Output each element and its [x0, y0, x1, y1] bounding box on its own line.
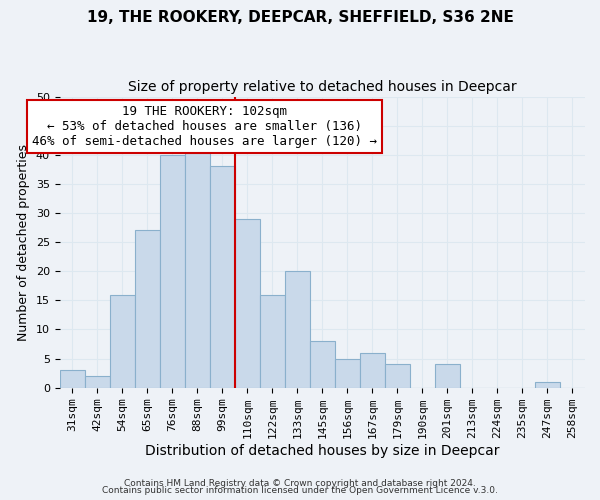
- Y-axis label: Number of detached properties: Number of detached properties: [17, 144, 30, 340]
- Text: 19, THE ROOKERY, DEEPCAR, SHEFFIELD, S36 2NE: 19, THE ROOKERY, DEEPCAR, SHEFFIELD, S36…: [86, 10, 514, 25]
- Title: Size of property relative to detached houses in Deepcar: Size of property relative to detached ho…: [128, 80, 517, 94]
- Bar: [335, 358, 360, 388]
- Bar: [260, 294, 285, 388]
- Text: Contains HM Land Registry data © Crown copyright and database right 2024.: Contains HM Land Registry data © Crown c…: [124, 478, 476, 488]
- Bar: [210, 166, 235, 388]
- Bar: [85, 376, 110, 388]
- X-axis label: Distribution of detached houses by size in Deepcar: Distribution of detached houses by size …: [145, 444, 500, 458]
- Bar: [385, 364, 410, 388]
- Bar: [160, 155, 185, 388]
- Bar: [185, 149, 210, 388]
- Bar: [59, 370, 85, 388]
- Bar: [235, 219, 260, 388]
- Text: 19 THE ROOKERY: 102sqm
← 53% of detached houses are smaller (136)
46% of semi-de: 19 THE ROOKERY: 102sqm ← 53% of detached…: [32, 106, 377, 148]
- Bar: [535, 382, 560, 388]
- Bar: [134, 230, 160, 388]
- Bar: [310, 341, 335, 388]
- Bar: [360, 353, 385, 388]
- Bar: [435, 364, 460, 388]
- Bar: [110, 294, 134, 388]
- Bar: [285, 272, 310, 388]
- Text: Contains public sector information licensed under the Open Government Licence v.: Contains public sector information licen…: [102, 486, 498, 495]
